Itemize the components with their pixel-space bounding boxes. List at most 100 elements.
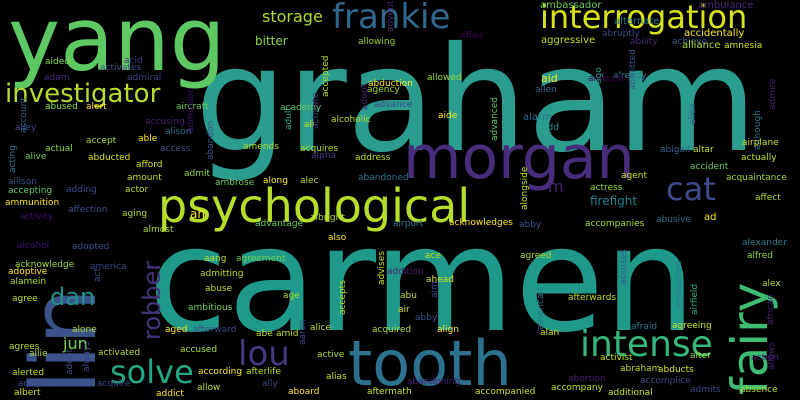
word-address: address (355, 153, 391, 163)
word-adopt: adopt (360, 84, 370, 110)
word-activity: activity (20, 212, 54, 222)
word-almost: almost (143, 225, 174, 235)
word-america: america (90, 262, 126, 272)
word-accident: accident (690, 162, 729, 172)
word-according: according (198, 367, 242, 377)
word-adding: adding (66, 185, 97, 195)
word-ago: ago (594, 67, 604, 84)
word-abducts: abducts (658, 365, 694, 375)
word-investigator: investigator (5, 79, 161, 109)
word-addition: addition (387, 267, 424, 277)
word-aggressive: aggressive (541, 35, 595, 46)
word-dan: dan (50, 283, 95, 311)
word-accused: accused (180, 345, 217, 355)
word-abandoned: abandoned (358, 173, 409, 183)
word-abused: abused (45, 102, 78, 112)
word-alex: alex (762, 279, 781, 289)
word-agency: agency (367, 85, 400, 95)
word-alien: alien (688, 103, 698, 125)
word-cat: cat (666, 170, 716, 208)
word-tooth: tooth (348, 327, 512, 400)
word-bitter: bitter (255, 34, 288, 48)
word-agreed: agreed (520, 251, 552, 261)
word-air: air (398, 305, 410, 315)
word-abducted: abducted (88, 153, 130, 163)
word-aid: aid (541, 72, 558, 85)
word-adoptive: adoptive (8, 267, 48, 277)
word-able: able (138, 134, 158, 144)
word-absence: absence (740, 385, 778, 395)
word-acid: acid (124, 56, 143, 66)
word-lou: lou (238, 334, 290, 374)
word-afterward: afterward (193, 325, 236, 335)
word-alec: alec (300, 176, 319, 186)
word-afterlife: afterlife (246, 367, 281, 377)
word-abortion: abortion (568, 374, 606, 384)
word-actress: actress (590, 183, 623, 193)
word-alison: alison (165, 127, 191, 137)
word-allen: allen (535, 85, 557, 95)
word-aim: aim (430, 281, 440, 298)
word-alpha: alpha (311, 151, 336, 161)
word-align: align (437, 325, 459, 335)
word-jun: jun (62, 334, 88, 353)
word-affect: affect (755, 193, 781, 203)
word-m: m (548, 177, 564, 196)
word-agreeing: agreeing (672, 321, 712, 331)
word-acting: acting (8, 145, 18, 173)
word-abe: abe (256, 329, 273, 339)
word-alley: alley (15, 123, 37, 133)
word-adopted: adopted (72, 242, 109, 252)
word-alongside: alongside (520, 166, 530, 210)
word-alive: alive (25, 152, 47, 162)
word-abigail: abigail (660, 145, 690, 155)
word-also: also (328, 233, 347, 243)
word-ambrose: ambrose (215, 178, 255, 188)
word-allowing: allowing (358, 37, 395, 47)
word-adventure: adventure (386, 0, 396, 32)
word-active: active (317, 350, 345, 360)
word-allowed: allowed (427, 73, 462, 83)
word-admire: admire (768, 78, 778, 110)
word-age: age (283, 291, 300, 301)
word-aided: aided (45, 57, 70, 67)
word-acknowledge: acknowledge (15, 260, 75, 270)
word-alan: alan (540, 328, 559, 338)
word-ace: ace (425, 251, 441, 261)
word-accepted: accepted (321, 56, 331, 97)
word-aang: aang (204, 254, 226, 264)
word-alamein: alamein (10, 277, 46, 287)
word-admiral: admiral (127, 73, 161, 83)
word-abby: abby (519, 220, 542, 230)
word-ambush: ambush (588, 74, 624, 84)
word-afford: afford (136, 160, 162, 170)
word-agent: agent (621, 171, 647, 181)
word-lin: lin (12, 288, 117, 395)
word-airplane: airplane (742, 138, 779, 148)
word-solve: solve (110, 353, 194, 391)
word-accomplice: accomplice (640, 376, 691, 386)
word-graham: graham (195, 16, 758, 185)
word-abraham: abraham (620, 364, 660, 374)
word-adam: adam (44, 73, 70, 83)
word-agreement: agreement (236, 254, 286, 264)
word-frankie: frankie (332, 0, 450, 37)
word-amid: amid (276, 329, 299, 339)
word-acquires: acquires (300, 144, 338, 154)
word-accompanies: accompanies (585, 219, 645, 229)
word-storage: storage (262, 7, 323, 26)
word-already: already (613, 71, 647, 81)
word-abruptly: abruptly (602, 29, 640, 39)
word-aircraft: aircraft (176, 102, 209, 112)
word-alerted: alerted (12, 368, 44, 378)
word-alternate: alternate (614, 16, 659, 27)
word-airfield: airfield (690, 284, 700, 315)
word-abby: abby (415, 313, 438, 323)
word-acknowledges: acknowledges (449, 218, 513, 228)
word-carmen: carmen (148, 196, 696, 365)
word-allison: allison (8, 177, 37, 187)
word-act: act (93, 268, 103, 282)
word-interrogation: interrogation (540, 0, 747, 36)
word-amnesia: amnesia (724, 41, 762, 51)
